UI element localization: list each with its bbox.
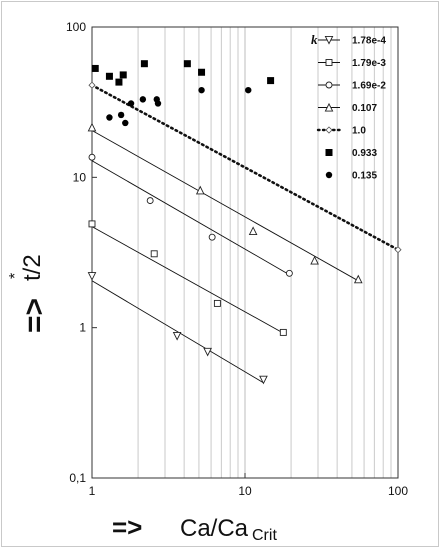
fit-lines: [90, 83, 400, 384]
legend-label: 0.107: [352, 103, 377, 114]
y-axis-arrow: =>: [18, 298, 51, 333]
y-tick-label: 0,1: [69, 471, 86, 485]
fit-line: [91, 226, 284, 334]
data-point: [115, 78, 123, 86]
data-point: [88, 153, 96, 161]
x-axis-label: => Ca/Ca Crit: [112, 512, 277, 544]
data-point: [150, 250, 158, 258]
x-axis-sub: Crit: [252, 527, 277, 544]
legend-marker: [325, 81, 333, 89]
x-tick-label: 100: [388, 484, 408, 498]
data-point: [213, 299, 221, 307]
data-point: [208, 233, 216, 241]
legend: k 1.78e-4 1.79e-3 1.69e-2 0.107 1.0 0.933 0.135: [311, 32, 386, 182]
data-point: [140, 60, 148, 68]
data-point: [117, 111, 125, 119]
x-tick-label: 1: [89, 484, 96, 498]
data-point: [259, 375, 268, 385]
y-tick-label: 1: [79, 321, 86, 335]
data-point: [353, 274, 363, 284]
data-point: [88, 81, 96, 89]
fit-line: [91, 160, 290, 276]
data-point: [105, 72, 113, 80]
legend-marker: [325, 149, 333, 156]
data-point: [279, 328, 287, 336]
data-point: [203, 347, 212, 357]
data-point: [310, 255, 319, 265]
legend-label: 1.78e-4: [352, 36, 386, 47]
x-axis-text: Ca/Ca: [180, 515, 249, 542]
data-point: [154, 100, 162, 107]
grid-lines: [137, 27, 392, 478]
legend-marker: [325, 59, 333, 66]
legend-label: 0.135: [352, 171, 377, 182]
legend-label: 0.933: [352, 148, 377, 159]
data-point: [106, 114, 113, 121]
x-tick-label: 10: [238, 484, 252, 498]
data-point: [146, 197, 154, 205]
fit-line: [90, 83, 400, 252]
data-point: [139, 96, 147, 103]
y-tick-label: 100: [66, 20, 86, 34]
data-point: [172, 331, 182, 341]
legend-title: k: [311, 32, 318, 47]
data-point: [88, 220, 96, 228]
y-axis-label: => t/2 *: [7, 254, 51, 333]
y-axis-text: t/2: [19, 254, 46, 281]
data-point: [91, 64, 99, 72]
legend-label: 1.69e-2: [352, 81, 386, 92]
legend-label: 1.79e-3: [352, 58, 386, 69]
data-point: [245, 86, 252, 94]
data-point: [87, 122, 97, 132]
y-tick-label: 10: [73, 170, 87, 184]
legend-marker: [325, 171, 333, 179]
data-point: [248, 226, 258, 235]
legend-marker: [324, 102, 334, 112]
data-point: [195, 185, 205, 195]
data-points: [87, 60, 402, 385]
data-point: [267, 77, 275, 85]
legend-label: 1.0: [352, 126, 366, 137]
data-point: [285, 269, 293, 277]
fit-line: [91, 130, 359, 282]
data-point: [394, 246, 402, 254]
data-point: [122, 119, 129, 127]
data-point: [183, 60, 191, 68]
data-point: [119, 71, 127, 79]
legend-marker: [325, 126, 333, 134]
y-axis-sup: *: [7, 273, 24, 279]
data-point: [87, 272, 97, 281]
data-point: [198, 86, 205, 94]
data-point: [198, 68, 206, 76]
legend-marker: [324, 35, 334, 45]
data-point: [127, 100, 135, 107]
x-axis-arrow: =>: [112, 512, 142, 542]
fit-line: [91, 280, 264, 384]
